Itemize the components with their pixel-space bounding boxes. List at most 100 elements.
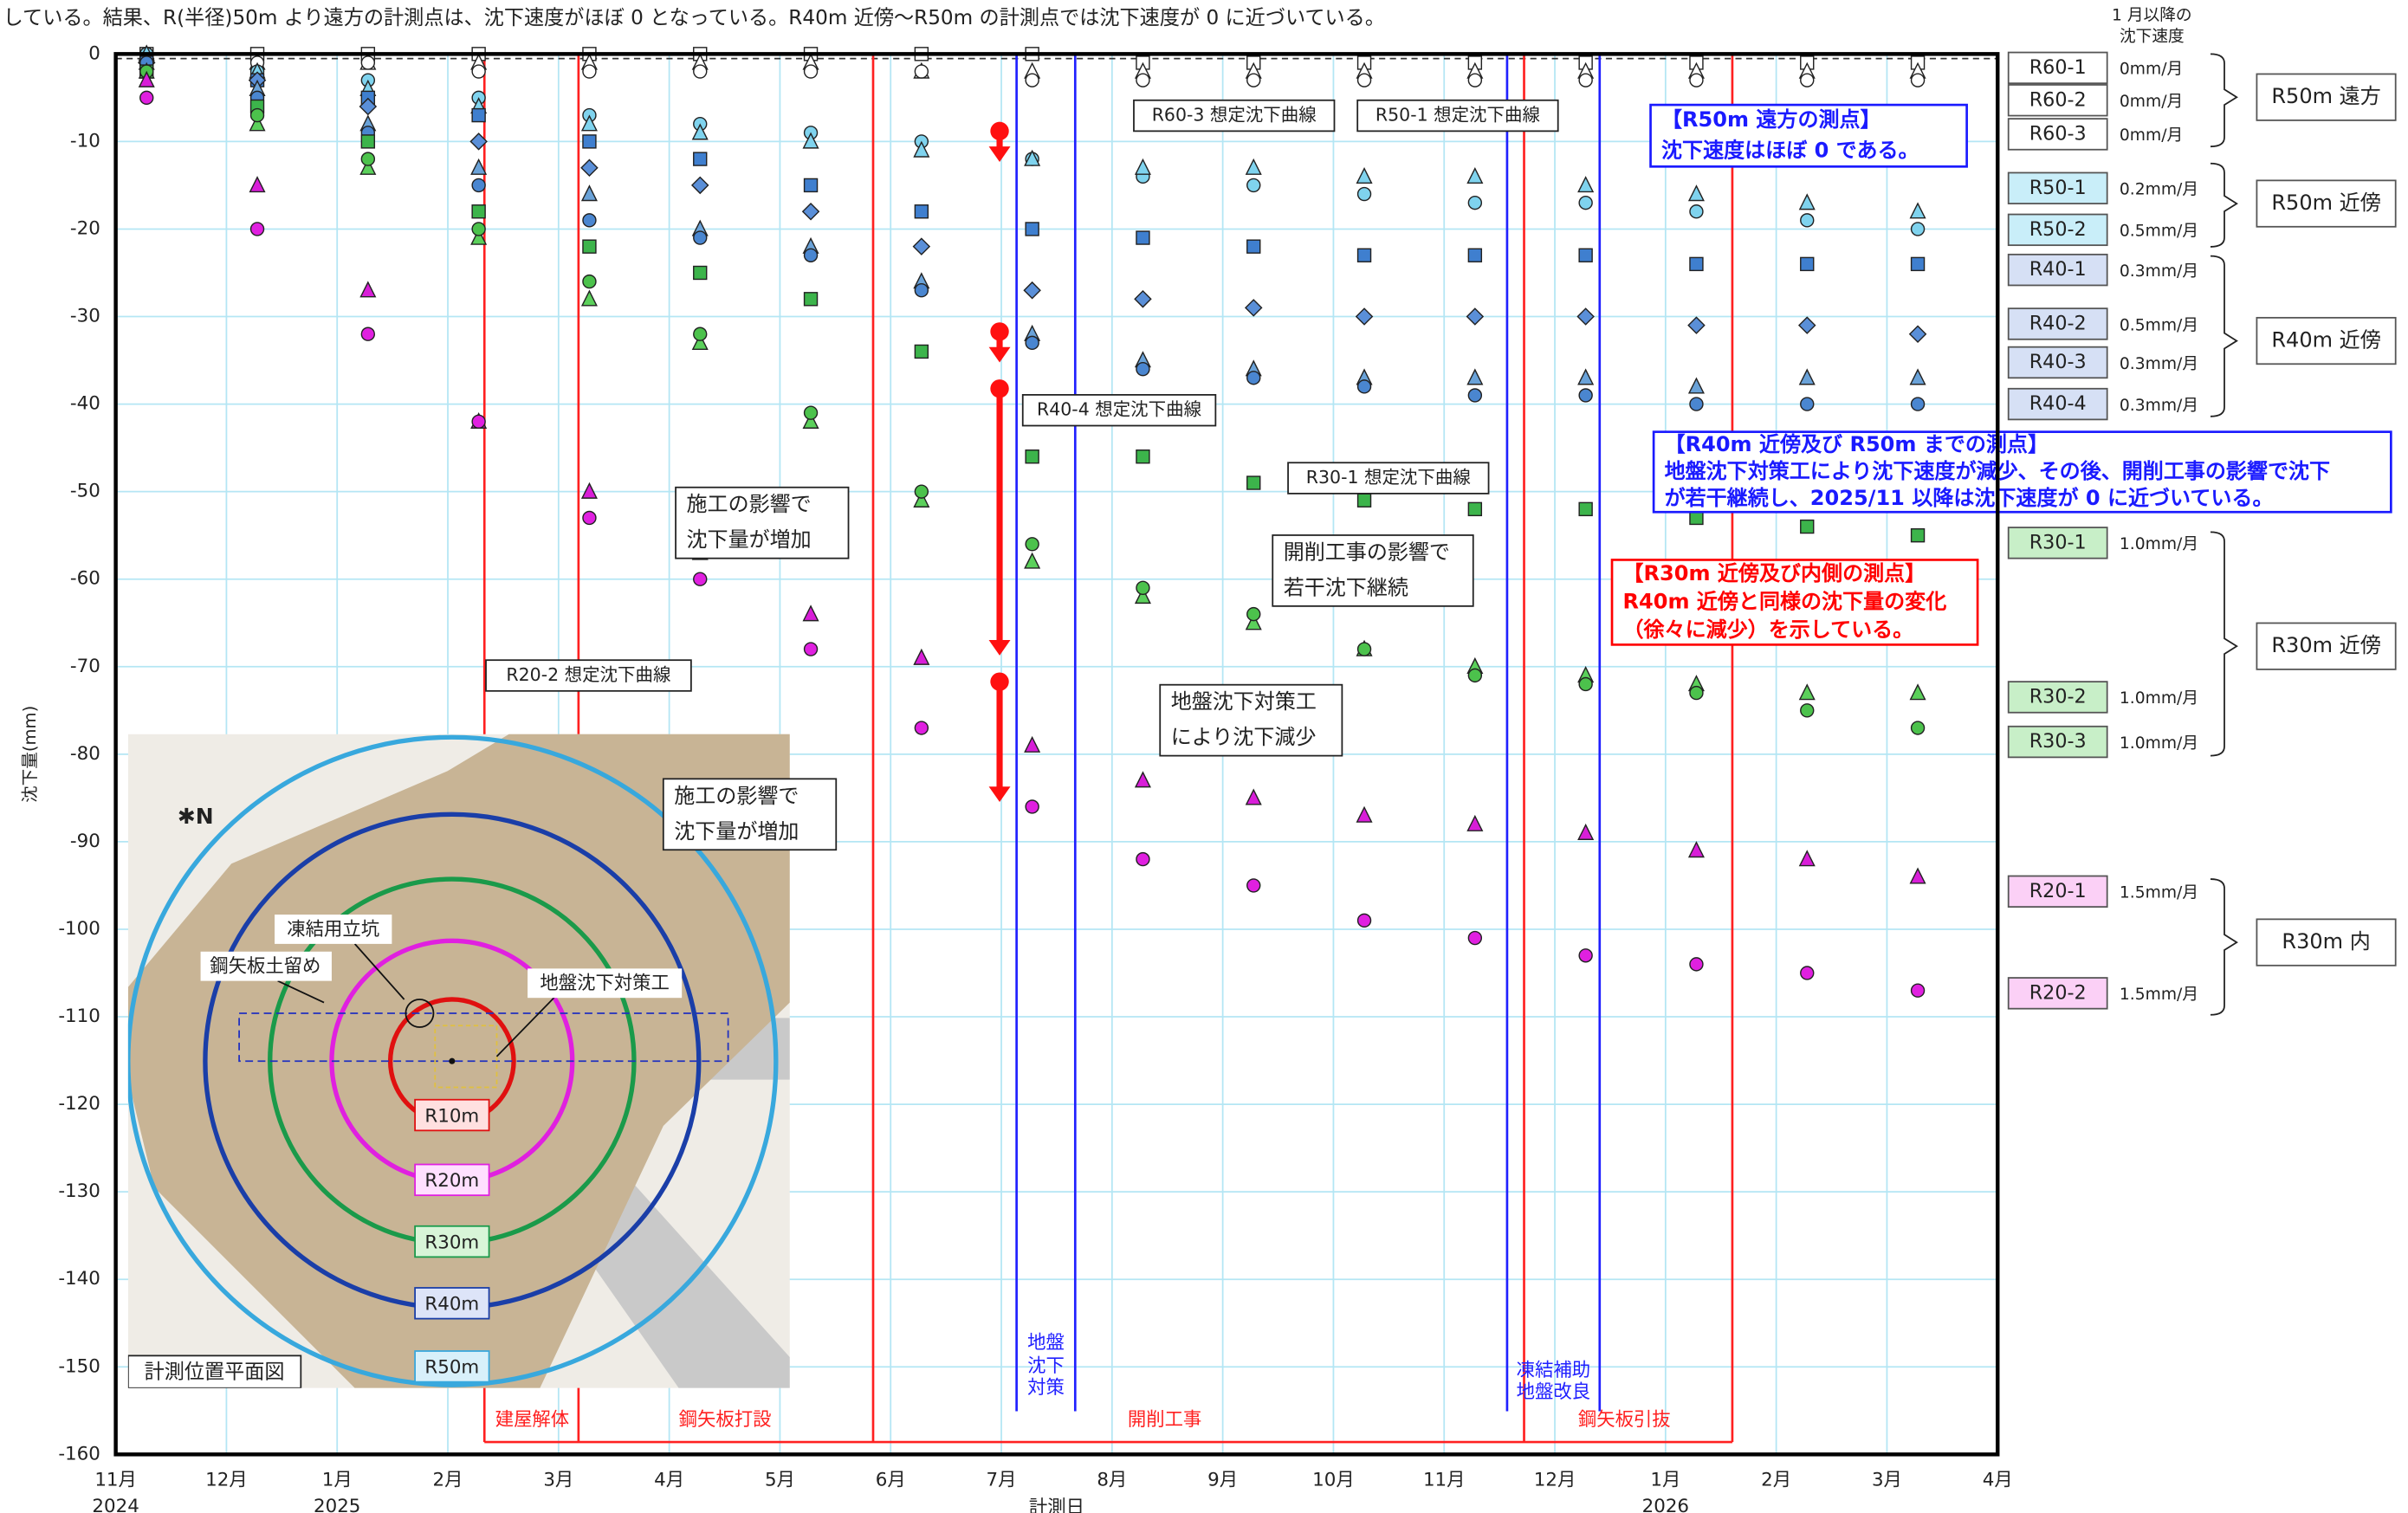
point <box>1577 368 1595 385</box>
point <box>691 333 709 351</box>
point <box>1356 248 1372 262</box>
ring-label-box <box>414 1350 490 1383</box>
point <box>1356 805 1373 823</box>
leader <box>277 980 325 1004</box>
measure-label: 地盤 <box>1027 1332 1065 1354</box>
y-tick-label: -160 <box>58 1443 100 1465</box>
point <box>1245 158 1262 175</box>
point <box>1356 379 1372 394</box>
y-tick-label: 0 <box>88 42 100 64</box>
leader <box>353 943 405 1000</box>
measure-label: 地盤改良 <box>1517 1381 1590 1403</box>
y-tick-label: -50 <box>70 481 100 502</box>
point <box>1244 299 1263 317</box>
point <box>801 202 820 221</box>
shaft <box>405 999 435 1028</box>
annotation-text: が若干継続し、2025/11 以降は沈下速度が 0 に近づいている。 <box>1665 486 2274 510</box>
group-label: R50m 近傍 <box>2271 191 2380 215</box>
point <box>1246 371 1261 385</box>
measure-label: 凍結補助 <box>1517 1360 1590 1381</box>
annotation-box <box>1133 99 1336 133</box>
annotation-text: 地盤沈下対策工 <box>1171 689 1317 714</box>
annotation-box <box>1649 103 1968 168</box>
point <box>691 123 709 140</box>
point <box>1798 368 1816 385</box>
point <box>1578 195 1593 210</box>
point <box>693 152 708 166</box>
annotation-box <box>1021 394 1217 427</box>
group-brace <box>2210 531 2238 757</box>
x-tick-label: 12月 <box>205 1470 248 1491</box>
annotation-box <box>1652 430 2392 514</box>
point <box>1466 368 1484 385</box>
group-box <box>2256 316 2397 365</box>
point <box>1246 239 1261 254</box>
point <box>1577 823 1595 840</box>
point <box>1246 878 1261 893</box>
ring-label: R20m <box>424 1170 479 1192</box>
point <box>803 64 819 79</box>
point <box>693 230 708 245</box>
inset-map: ✱N 凍結用立坑 鋼矢板土留め 地盤沈下対策工 R10m R20m R30m R… <box>127 734 790 1388</box>
group-brace <box>2210 53 2238 148</box>
point <box>1134 771 1151 788</box>
point <box>803 405 819 420</box>
ring-label: R40m <box>424 1294 479 1316</box>
point <box>1467 501 1483 517</box>
point <box>1577 176 1595 193</box>
point <box>1356 913 1372 928</box>
point <box>1798 850 1816 867</box>
annotation-text: 【R30m 近傍及び内側の測点】 <box>1622 561 1926 585</box>
point <box>471 222 486 236</box>
rate-header: 沈下速度 <box>2120 28 2185 46</box>
x-tick-label: 2月 <box>1761 1470 1791 1491</box>
point <box>1356 493 1372 508</box>
y-tick-label: -150 <box>58 1355 100 1377</box>
point <box>1687 184 1705 202</box>
point <box>913 140 930 158</box>
point <box>1689 73 1704 87</box>
annotation-text: R40m 近傍と同様の沈下量の変化 <box>1622 589 1946 613</box>
point <box>360 327 376 341</box>
legend-rate: 0.5mm/月 <box>2120 223 2198 241</box>
point <box>1134 587 1151 605</box>
measure-label: 沈下 <box>1027 1355 1065 1377</box>
point <box>1689 397 1704 411</box>
point <box>471 414 486 429</box>
point <box>1800 703 1815 718</box>
x-tick-label: 6月 <box>876 1470 906 1491</box>
label-bg <box>275 915 392 944</box>
legend-box <box>2007 527 2108 559</box>
annotation-text: 施工の影響で <box>674 784 799 808</box>
point <box>1578 676 1593 692</box>
annotation-text: R30-1 想定沈下曲線 <box>1306 467 1471 488</box>
point <box>803 292 819 307</box>
point <box>1800 73 1815 87</box>
point <box>1687 377 1705 394</box>
x-tick-label: 10月 <box>1312 1470 1355 1491</box>
point <box>1576 307 1595 326</box>
annotation-text: 沈下量が増加 <box>674 819 799 844</box>
inset-title-box <box>127 1355 302 1388</box>
legend-rate: 0.3mm/月 <box>2120 355 2198 373</box>
group-label: R40m 近傍 <box>2271 328 2380 352</box>
point <box>1136 851 1150 867</box>
legend-box <box>2007 307 2108 340</box>
legend-box <box>2007 387 2108 421</box>
y-axis-label: 沈下量(mm) <box>20 706 40 803</box>
x-tick-label: 5月 <box>765 1470 795 1491</box>
point <box>469 133 488 151</box>
point <box>1910 256 1926 272</box>
x-tick-label: 3月 <box>1872 1470 1902 1491</box>
group-label: R30m 内 <box>2282 929 2370 954</box>
x-tick-label: 12月 <box>1534 1470 1576 1491</box>
point <box>359 281 377 298</box>
group-box <box>2256 179 2397 228</box>
legend-label: R30-2 <box>2029 685 2087 708</box>
point <box>470 228 488 245</box>
legend-label: R40-2 <box>2029 312 2087 334</box>
annotation-text: 開削工事の影響で <box>1284 540 1450 564</box>
x-tick-label: 11月 <box>94 1470 137 1491</box>
legend-label: R40-4 <box>2029 392 2087 415</box>
